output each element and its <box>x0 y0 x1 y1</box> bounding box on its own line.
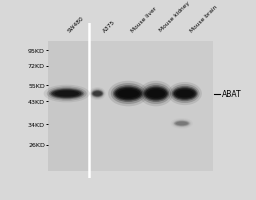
Text: Mouse kidney: Mouse kidney <box>158 1 191 33</box>
Ellipse shape <box>175 121 189 126</box>
Ellipse shape <box>111 84 146 104</box>
Ellipse shape <box>176 90 194 98</box>
Text: 43KD: 43KD <box>28 99 45 104</box>
Text: Mouse brain: Mouse brain <box>189 4 218 33</box>
Ellipse shape <box>47 87 87 101</box>
Ellipse shape <box>144 87 168 101</box>
Ellipse shape <box>139 81 173 107</box>
Ellipse shape <box>51 89 83 99</box>
Ellipse shape <box>90 89 104 99</box>
Ellipse shape <box>55 91 79 97</box>
Ellipse shape <box>172 86 198 102</box>
Ellipse shape <box>170 85 200 103</box>
Ellipse shape <box>176 122 188 126</box>
Ellipse shape <box>108 81 148 107</box>
Ellipse shape <box>141 84 171 104</box>
Ellipse shape <box>92 91 103 98</box>
Text: A375: A375 <box>102 19 116 33</box>
Ellipse shape <box>91 90 104 98</box>
Text: ABAT: ABAT <box>221 90 241 99</box>
Bar <box>89 42 213 171</box>
Ellipse shape <box>174 121 190 127</box>
Ellipse shape <box>174 89 196 99</box>
Ellipse shape <box>145 88 167 100</box>
Ellipse shape <box>49 88 84 100</box>
Ellipse shape <box>92 91 103 97</box>
Text: 26KD: 26KD <box>28 142 45 147</box>
Ellipse shape <box>147 90 165 98</box>
Ellipse shape <box>168 83 202 106</box>
Ellipse shape <box>118 90 139 98</box>
Ellipse shape <box>114 87 142 101</box>
Text: 72KD: 72KD <box>28 64 45 69</box>
Text: 34KD: 34KD <box>28 122 45 127</box>
Text: SW480: SW480 <box>67 15 85 33</box>
Ellipse shape <box>143 86 169 102</box>
Text: 55KD: 55KD <box>28 83 45 88</box>
Text: Mouse liver: Mouse liver <box>131 6 158 33</box>
Bar <box>48 42 89 171</box>
Ellipse shape <box>113 86 144 102</box>
Ellipse shape <box>93 92 102 96</box>
Ellipse shape <box>89 88 106 101</box>
Ellipse shape <box>173 88 197 100</box>
Text: 95KD: 95KD <box>28 48 45 53</box>
Ellipse shape <box>44 85 90 103</box>
Ellipse shape <box>115 88 141 100</box>
Ellipse shape <box>173 120 190 127</box>
Ellipse shape <box>52 90 81 98</box>
